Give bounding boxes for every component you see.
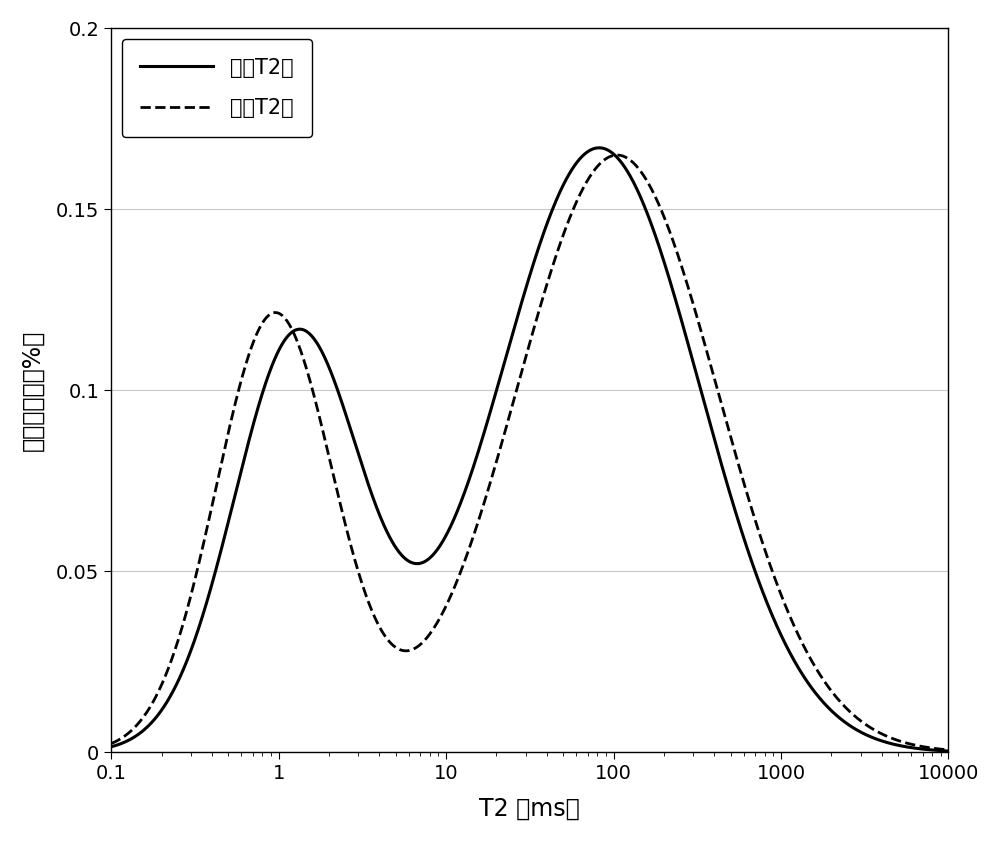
- 实测T2谱: [593, 143, 605, 153]
- 拟合T2谱: [836, 699, 848, 709]
- 实测T2谱: [836, 715, 848, 725]
- 实测T2谱: [942, 746, 954, 756]
- 实测T2谱: [463, 477, 475, 487]
- X-axis label: T2 （ms）: T2 （ms）: [479, 797, 580, 821]
- 拟合T2谱: [105, 738, 117, 749]
- 拟合T2谱: [250, 330, 262, 340]
- 拟合T2谱: [201, 525, 213, 535]
- 实测T2谱: [926, 745, 938, 755]
- 拟合T2谱: [611, 150, 623, 160]
- 拟合T2谱: [942, 745, 954, 755]
- 拟合T2谱: [463, 546, 475, 556]
- 拟合T2谱: [426, 626, 438, 636]
- 实测T2谱: [250, 408, 262, 418]
- 实测T2谱: [201, 598, 213, 608]
- 拟合T2谱: [926, 743, 938, 753]
- Line: 拟合T2谱: 拟合T2谱: [111, 155, 948, 750]
- Y-axis label: 孔隙度分量（%）: 孔隙度分量（%）: [21, 330, 45, 451]
- 实测T2谱: [426, 551, 438, 561]
- 实测T2谱: [105, 742, 117, 752]
- Legend: 实测T2谱, 拟合T2谱: 实测T2谱, 拟合T2谱: [122, 39, 312, 137]
- Line: 实测T2谱: 实测T2谱: [111, 148, 948, 751]
